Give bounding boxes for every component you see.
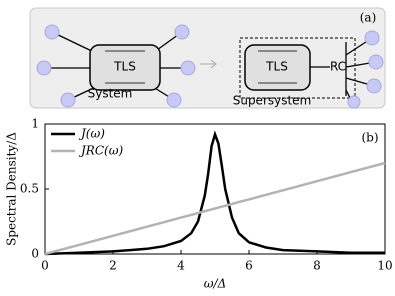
bath-mode	[174, 24, 190, 40]
series-line	[44, 161, 386, 256]
system-label: System	[88, 87, 133, 101]
tls-label: TLS	[113, 60, 136, 74]
bath-mode	[364, 30, 380, 46]
x-tick-label: 10	[377, 259, 392, 273]
chart: (b) ω/Δ Spectral Density/Δ 0 2 4 6 8 10 0 0.5 1 J…	[5, 117, 393, 291]
bath-mode	[44, 24, 60, 40]
x-tick-label: 2	[109, 259, 117, 273]
series-line	[44, 130, 385, 256]
x-tick-label: 8	[313, 259, 321, 273]
y-tick-label: 0.5	[20, 182, 39, 196]
tls-box	[244, 44, 311, 91]
y-tick-label: 1	[31, 117, 39, 131]
tls-box	[89, 44, 161, 91]
legend-label: J(ω)	[78, 127, 105, 141]
bath-mode	[166, 92, 182, 108]
bath-mode	[366, 78, 382, 94]
supersystem-label: Supersystem	[233, 94, 312, 108]
supersystem-box	[239, 37, 356, 99]
bath-mode	[60, 92, 76, 108]
bath-mode	[347, 95, 361, 109]
x-axis-label: ω/Δ	[204, 277, 227, 291]
x-tick-label: 6	[245, 259, 253, 273]
bath-mode	[368, 54, 384, 70]
bath-mode	[180, 60, 196, 76]
bath-mode	[36, 60, 52, 76]
y-axis-label: Spectral Density/Δ	[5, 132, 19, 246]
panel-label: (b)	[361, 131, 378, 145]
x-tick-label: 0	[41, 259, 49, 273]
panel-label: (a)	[360, 11, 377, 25]
y-tick-label: 0	[31, 247, 39, 261]
tls-label: TLS	[265, 60, 288, 74]
diagram: TLS System TLS RC Supersystem (a)	[29, 7, 386, 109]
legend-label: JRC(ω)	[78, 144, 123, 158]
arrow	[200, 59, 217, 69]
x-tick-label: 4	[177, 259, 185, 273]
rc-label: RC	[330, 60, 346, 74]
